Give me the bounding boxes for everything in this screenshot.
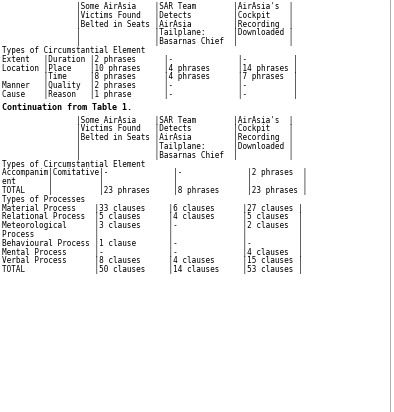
Text: |Victims Found   |Detects         |Cockpit    |: |Victims Found |Detects |Cockpit | [2,11,294,20]
Text: TOTAL               |50 clauses     |14 clauses     |53 clauses |: TOTAL |50 clauses |14 clauses |53 clause… [2,265,303,274]
Text: Accompanim|Comitative|-              |-              |2 phrases  |: Accompanim|Comitative|- |- |2 phrases | [2,169,307,177]
Text: |Belted in Seats |AirAsia         |Recording  |: |Belted in Seats |AirAsia |Recording | [2,20,294,28]
Text: Mental Process      |-              |-              |4 clauses  |: Mental Process |- |- |4 clauses | [2,248,303,257]
Text: Types of Circumstantial Element: Types of Circumstantial Element [2,159,145,169]
Text: Types of Circumstantial Element: Types of Circumstantial Element [2,46,145,55]
Text: |Time     |8 phrases      |4 phrases      |7 phrases  |: |Time |8 phrases |4 phrases |7 phrases | [2,73,298,82]
Text: ent       |          |               |               |           |: ent | | | | | [2,177,307,186]
Text: TOTAL     |          |23 phrases     |8 phrases      |23 phrases |: TOTAL | |23 phrases |8 phrases |23 phras… [2,186,307,195]
Text: Behavioural Process |1 clause       |-              |-          |: Behavioural Process |1 clause |- |- | [2,239,303,248]
Text: |                |Tailplane:      |Downloaded |: | |Tailplane: |Downloaded | [2,28,294,37]
Text: |Belted in Seats |AirAsia         |Recording  |: |Belted in Seats |AirAsia |Recording | [2,133,294,142]
Text: |Victims Found   |Detects         |Cockpit    |: |Victims Found |Detects |Cockpit | [2,124,294,133]
Text: |                |Basarnas Chief  |           |: | |Basarnas Chief | | [2,37,294,46]
Text: |                |Tailplane:      |Downloaded |: | |Tailplane: |Downloaded | [2,142,294,151]
Text: |                |Basarnas Chief  |           |: | |Basarnas Chief | | [2,151,294,160]
Text: |Some AirAsia    |SAR Team        |AirAsia's  |: |Some AirAsia |SAR Team |AirAsia's | [2,2,294,11]
Text: |Some AirAsia    |SAR Team        |AirAsia's  |: |Some AirAsia |SAR Team |AirAsia's | [2,115,294,124]
Text: Location |Place    |10 phrases     |4 phrases      |14 phrases |: Location |Place |10 phrases |4 phrases |… [2,63,298,73]
Text: Material Process    |33 clauses     |6 clauses      |27 clauses |: Material Process |33 clauses |6 clauses … [2,204,303,213]
Text: Continuation from Table 1.: Continuation from Table 1. [2,103,132,112]
Text: Meteorological      |3 clauses      |-              |2 clauses  |: Meteorological |3 clauses |- |2 clauses … [2,221,303,230]
Text: Relational Process  |5 clauses      |4 clauses      |5 clauses  |: Relational Process |5 clauses |4 clauses… [2,212,303,221]
Text: Verbal Process      |8 clauses      |4 clauses      |15 clauses |: Verbal Process |8 clauses |4 clauses |15… [2,256,303,265]
Text: Extent   |Duration |2 phrases      |-              |-          |: Extent |Duration |2 phrases |- |- | [2,55,298,64]
Text: Cause    |Reason   |1 phrase       |-              |-          |: Cause |Reason |1 phrase |- |- | [2,90,298,99]
Text: Types of Processes: Types of Processes [2,195,85,204]
Text: Manner   |Quality  |2 phrases      |-              |-          |: Manner |Quality |2 phrases |- |- | [2,81,298,90]
Text: Process             |               |               |           |: Process | | | | [2,230,303,239]
